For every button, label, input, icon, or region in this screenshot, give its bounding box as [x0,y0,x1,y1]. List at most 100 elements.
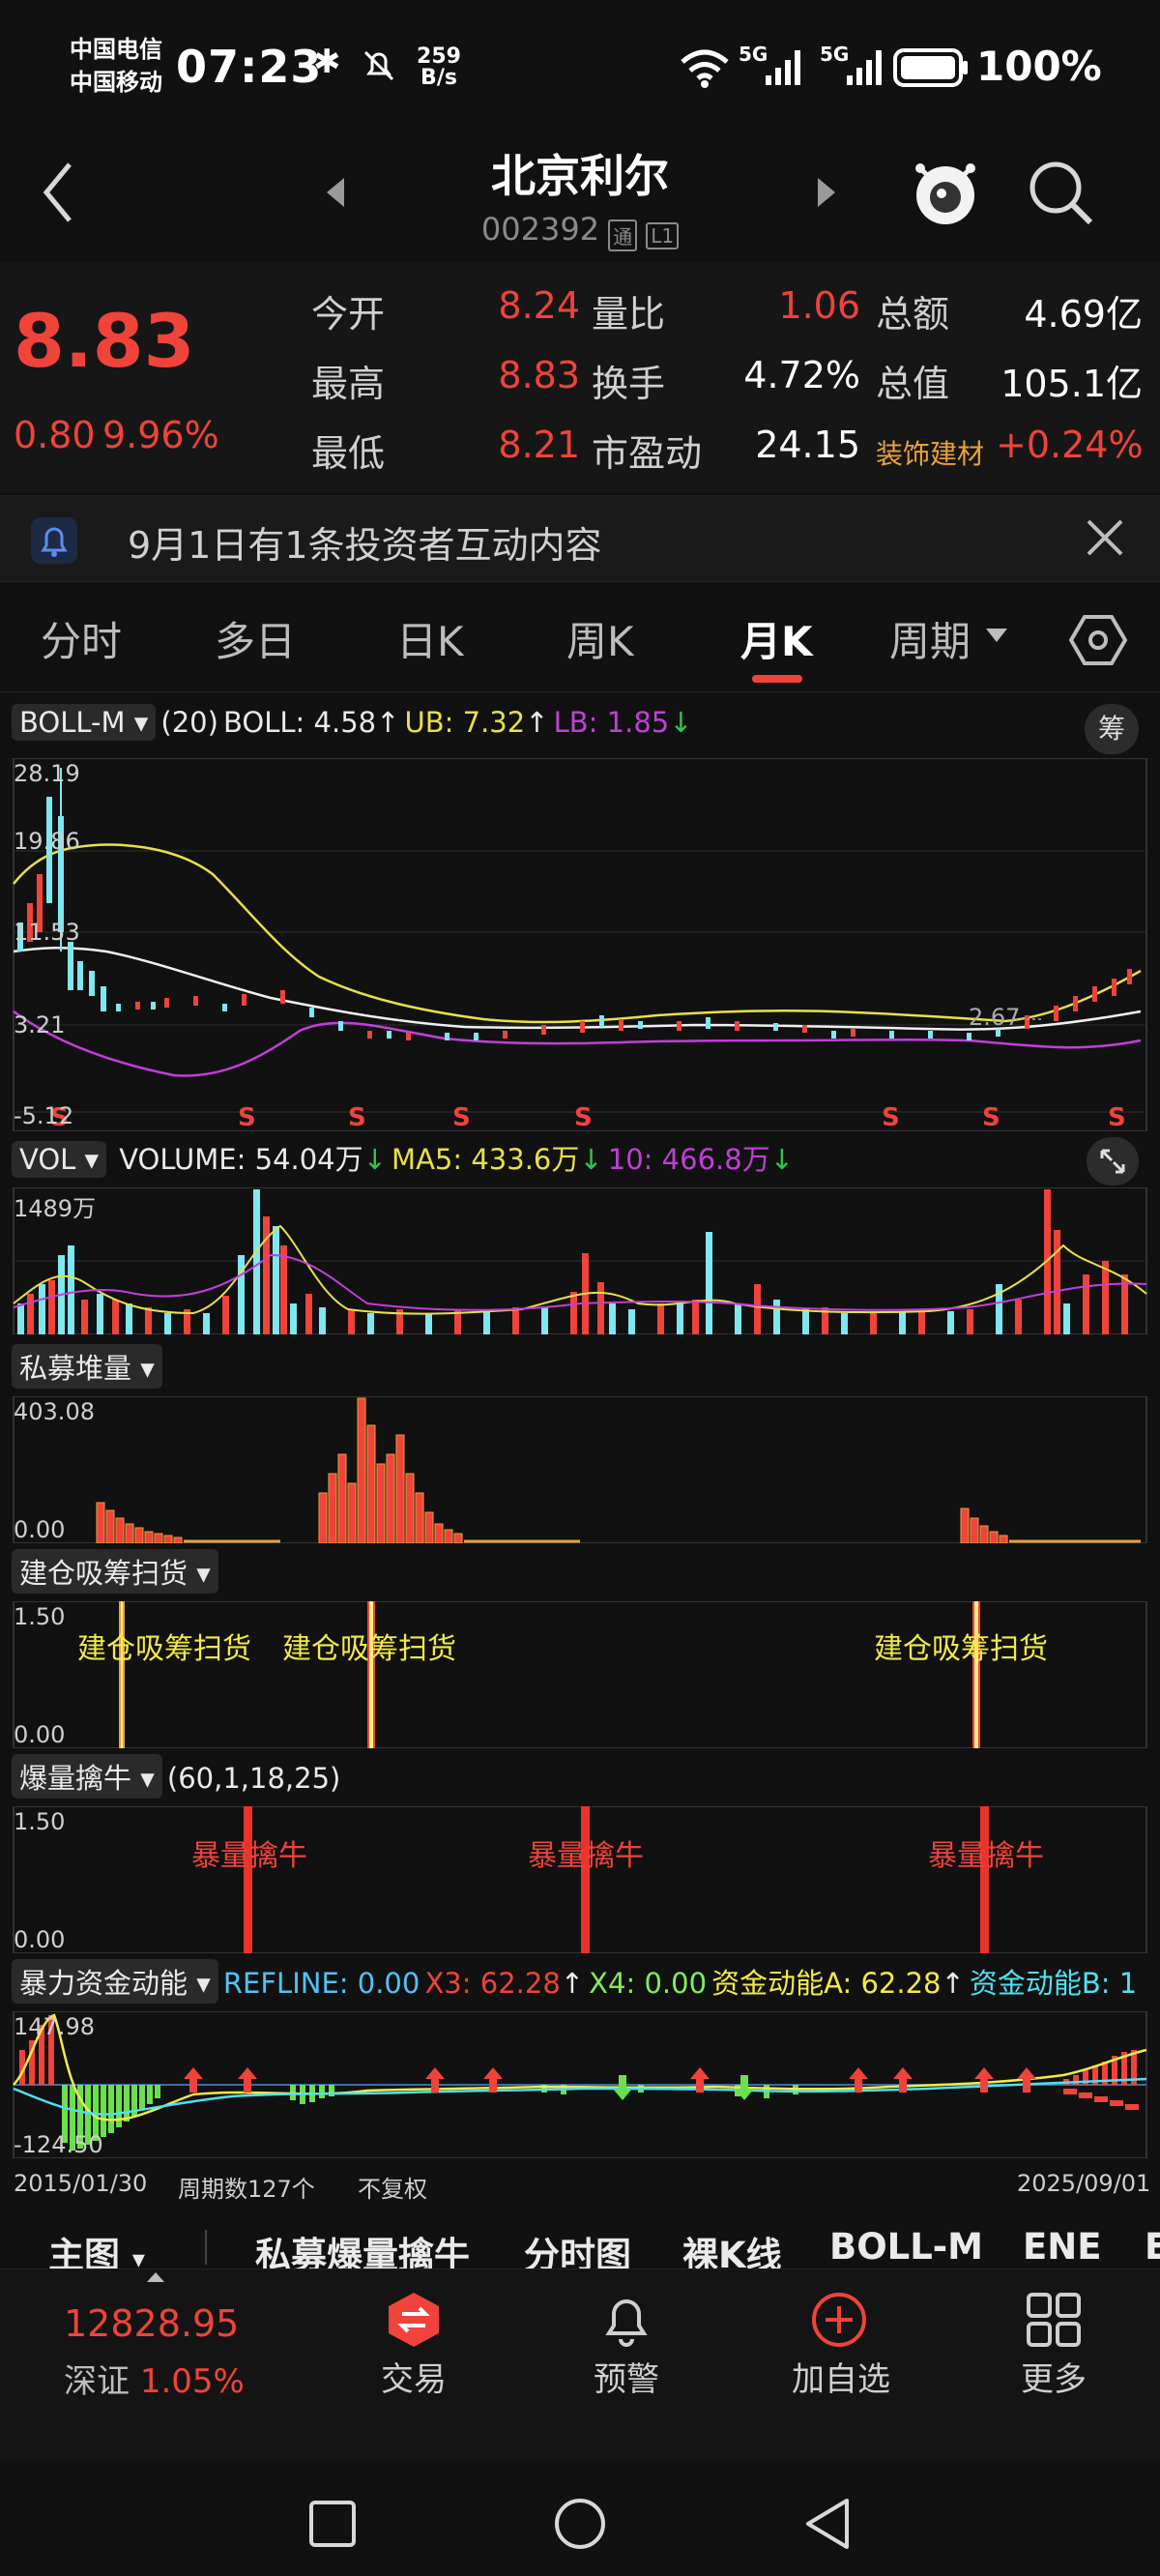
recent-apps-icon[interactable] [307,2499,358,2553]
system-navigation [0,2462,1160,2576]
settings-hexagon-icon[interactable] [1068,611,1128,673]
bluetooth-icon: ✱ [313,43,341,81]
value-low: 8.21 [498,424,580,466]
baoliang-indicator-header: 爆量擒牛 ▾ (60,1,18,25) [12,1754,340,1799]
tab-daily-k[interactable]: 日K [396,618,464,665]
battery-icon [893,48,971,91]
tab-weekly-k[interactable]: 周K [566,618,634,665]
toolbar-divider [205,2230,207,2265]
value-turnover-rate: 4.72% [743,354,860,396]
notice-text[interactable]: 9月1日有1条投资者互动内容 [128,524,602,567]
net-speed-value: 259 [417,44,461,69]
label-volume-ratio: 量比 [592,293,666,336]
carrier-2: 中国移动 [70,69,162,96]
bottom-navigation: 12828.95 深证 1.05% 交易 预警 加自选 更多 [0,2269,1160,2462]
volume-axis-top: 1489万 [14,1195,97,1222]
simu-axis-bottom: 0.00 [14,1516,66,1543]
simu-selector[interactable]: 私募堆量 ▾ [12,1344,162,1389]
indicator-boll-m[interactable]: BOLL-M [829,2226,983,2268]
add-watchlist-icon[interactable] [810,2291,868,2353]
wifi-icon [677,44,733,93]
boll-axis-2: 19.86 [14,828,80,855]
chart-adjust-mode[interactable]: 不复权 [358,2176,427,2203]
chart-period-count: 周期数127个 [178,2176,315,2203]
sector-name[interactable]: 装饰建材 [876,438,985,470]
svg-text:S: S [452,1103,471,1131]
nav-alert[interactable]: 预警 [594,2360,659,2399]
indicator-ene[interactable]: ENE [1023,2226,1102,2268]
notice-bar[interactable]: 9月1日有1条投资者互动内容 [0,495,1160,582]
baoli-chart[interactable] [0,2011,1160,2158]
baoliang-axis-top: 1.50 [14,1808,66,1835]
boll-lb-value: LB: 1.85 [553,706,670,739]
baoli-axis-top: 147.98 [14,2013,95,2040]
boll-indicator-header: BOLL-M ▾ (20) BOLL: 4.58↑ UB: 7.32↑ LB: … [12,704,693,741]
volume-chart[interactable] [0,1187,1160,1334]
period-dropdown-icon[interactable] [984,627,1009,648]
stock-code: 002392 [480,211,600,248]
indicator-more[interactable]: E [1145,2226,1160,2268]
svg-text:S: S [882,1103,900,1131]
price-change: 0.80 [14,414,96,456]
trade-icon[interactable] [385,2291,443,2353]
svg-text:S: S [238,1103,256,1131]
nav-more[interactable]: 更多 [1021,2360,1087,2399]
nav-add-watchlist[interactable]: 加自选 [792,2360,890,2399]
tab-monthly-k[interactable]: 月K [740,618,813,665]
index-change-pct[interactable]: 1.05% [139,2362,245,2401]
tab-intraday[interactable]: 分时 [41,618,123,665]
jiancang-selector[interactable]: 建仓吸筹扫货 ▾ [12,1549,218,1594]
tab-multiday[interactable]: 多日 [215,618,297,665]
volume-selector[interactable]: VOL ▾ [12,1141,107,1178]
expand-icon[interactable] [1087,1137,1139,1186]
volume-value: VOLUME: 54.04万 [119,1143,363,1176]
chip-distribution-button[interactable]: 筹 [1085,704,1139,754]
clock: 07:23 [176,41,323,93]
close-icon[interactable] [1083,515,1127,564]
nav-trade[interactable]: 交易 [381,2360,447,2399]
index-value[interactable]: 12828.95 [64,2302,240,2345]
jiancang-axis-bottom: 0.00 [14,1721,66,1748]
next-stock-icon[interactable] [816,176,837,213]
more-grid-icon[interactable] [1025,2291,1083,2353]
home-icon[interactable] [553,2497,607,2555]
mascot-icon[interactable] [909,153,982,234]
back-nav-icon[interactable] [802,2497,853,2555]
baoli-a: 资金动能A: 62.28 [711,1967,942,2000]
label-market-value: 总值 [876,363,950,405]
current-price: 8.83 [14,298,195,384]
quote-panel: 8.83 0.80 9.96% 今开 8.24 量比 1.06 总额 4.69亿… [0,263,1160,493]
svg-text:S: S [982,1103,1000,1131]
caret-up-icon [145,2269,166,2288]
chart-start-date: 2015/01/30 [14,2170,148,2197]
boll-ub-value: UB: 7.32 [404,706,526,739]
baoliang-selector[interactable]: 爆量擒牛 ▾ [12,1754,162,1799]
baoliang-signal-3: 暴量擒牛 [928,1839,1044,1873]
prev-stock-icon[interactable] [325,176,346,213]
back-icon[interactable] [39,159,77,230]
tab-period[interactable]: 周期 [889,618,972,665]
signal-2-icon [845,48,887,91]
stock-header: 北京利尔 002392 通 L1 [0,135,1160,261]
alert-bell-icon[interactable] [597,2291,655,2353]
baoliang-chart[interactable] [0,1806,1160,1953]
net-speed-unit: B/s [420,66,457,90]
jiancang-axis-top: 1.50 [14,1603,66,1630]
signal-2-label: 5G [820,43,850,66]
simu-axis-top: 403.08 [14,1398,95,1425]
value-open: 8.24 [498,284,580,327]
search-icon[interactable] [1027,159,1096,232]
signal-1-label: 5G [739,43,768,66]
boll-axis-3: 11.53 [14,919,80,946]
jiancang-chart[interactable] [0,1601,1160,1748]
boll-mid-value: BOLL: 4.58 [223,706,377,739]
boll-selector[interactable]: BOLL-M ▾ [12,704,157,741]
simu-chart[interactable] [0,1396,1160,1543]
baoli-x3: X3: 62.28 [424,1967,561,2000]
sector-change[interactable]: +0.24% [996,424,1144,466]
index-name[interactable]: 深证 [64,2362,130,2401]
notice-bell-icon [29,515,79,570]
boll-kline-chart[interactable]: S S S S S S S S 2.67 [0,758,1160,1131]
baoli-selector[interactable]: 暴力资金动能 ▾ [12,1959,218,2004]
svg-text:S: S [50,1103,69,1131]
